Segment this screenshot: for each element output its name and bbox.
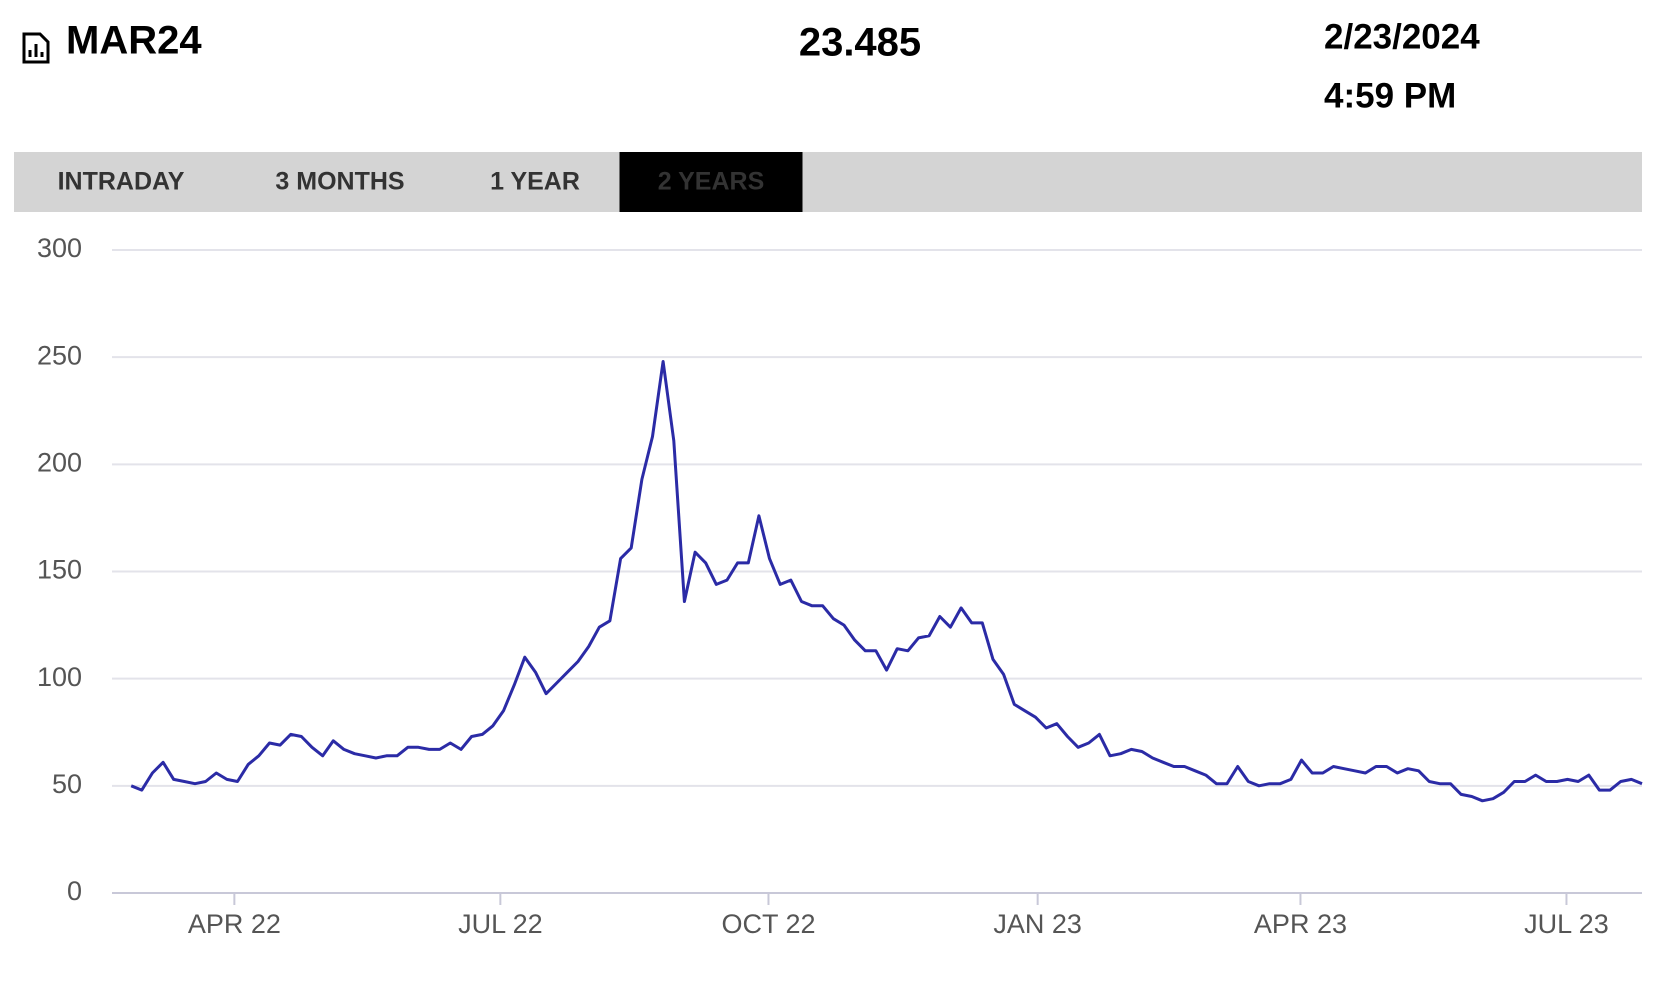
date: 2/23/2024 xyxy=(1324,17,1480,56)
file-icon xyxy=(22,32,50,64)
tab[interactable]: 1 YEAR xyxy=(490,168,580,196)
x-tick-label: JAN 23 xyxy=(993,909,1082,939)
tab-active-bg[interactable] xyxy=(619,152,803,212)
x-tick-label: APR 23 xyxy=(1254,909,1347,939)
x-tick-label: OCT 22 xyxy=(721,909,815,939)
y-tick-label: 50 xyxy=(52,769,82,799)
tab[interactable]: INTRADAY xyxy=(58,168,185,196)
tab[interactable]: 2 YEARS xyxy=(658,168,765,196)
y-tick-label: 300 xyxy=(37,233,82,263)
x-tick-label: APR 22 xyxy=(188,909,281,939)
price-line xyxy=(130,360,1643,803)
y-tick-label: 100 xyxy=(37,662,82,692)
time: 4:59 PM xyxy=(1324,76,1456,115)
y-tick-label: 200 xyxy=(37,447,82,477)
tab-bar xyxy=(14,152,1642,212)
y-tick-label: 0 xyxy=(67,876,82,906)
tab[interactable]: 3 MONTHS xyxy=(275,168,404,196)
symbol: MAR24 xyxy=(66,19,202,63)
y-tick-label: 250 xyxy=(37,340,82,370)
price: 23.485 xyxy=(799,21,921,65)
x-tick-label: JUL 23 xyxy=(1524,909,1609,939)
y-tick-label: 150 xyxy=(37,555,82,585)
x-tick-label: JUL 22 xyxy=(458,909,543,939)
